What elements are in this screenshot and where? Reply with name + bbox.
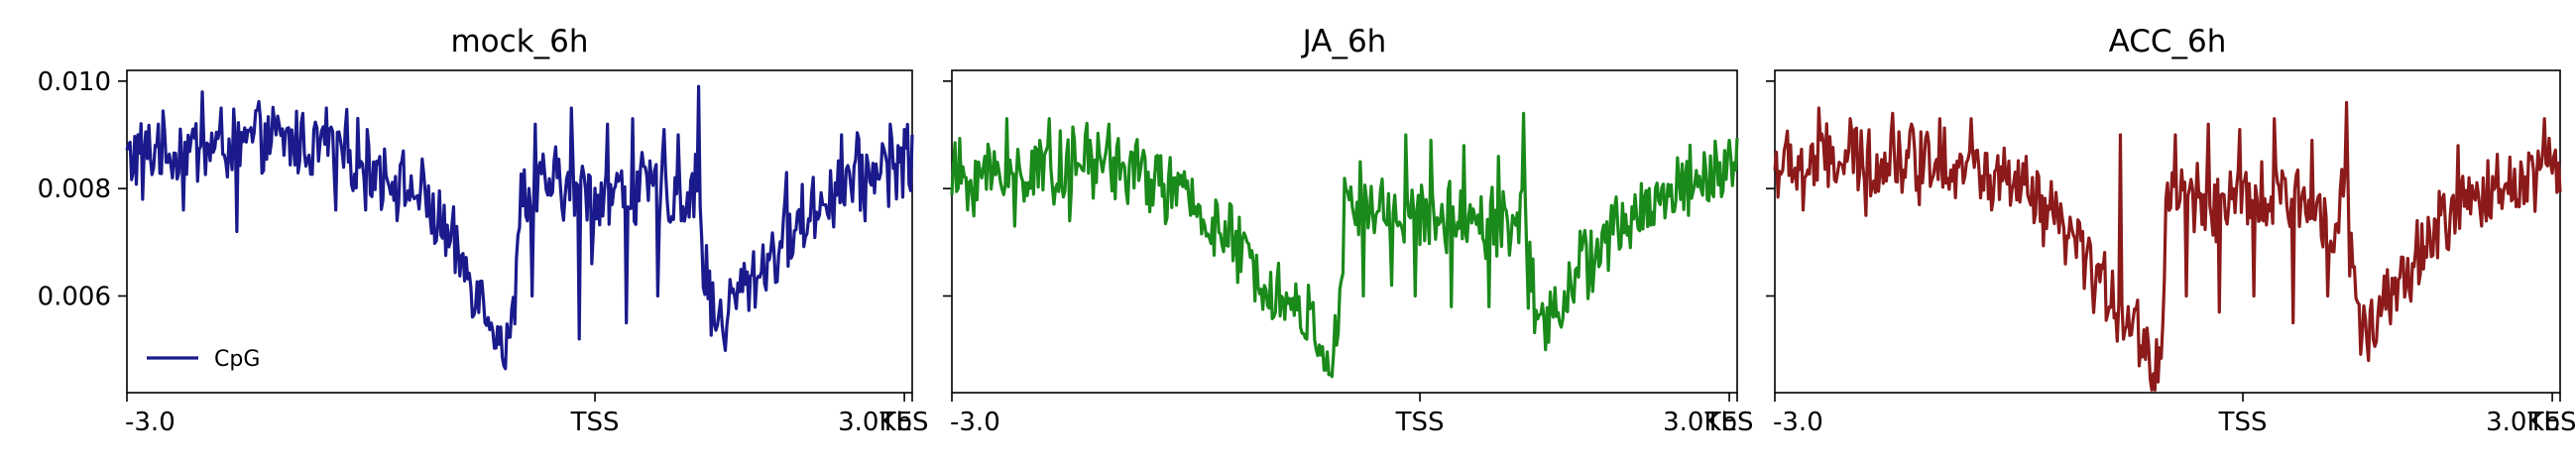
y-tick-label: 0.010 <box>38 67 111 97</box>
x-tick-label: TES <box>879 408 929 437</box>
series-line-CpG <box>125 84 914 371</box>
y-tick-label: 0.006 <box>38 283 111 312</box>
x-tick-label: TSS <box>1395 408 1445 437</box>
x-tick-label: TES <box>1704 408 1754 437</box>
x-tick-label: 3.0Kb <box>838 408 912 437</box>
series-line-signal <box>1773 100 2562 392</box>
x-tick-label: TSS <box>2218 408 2268 437</box>
panel-title: JA_6h <box>1301 24 1387 59</box>
plot-frame <box>1774 69 2561 394</box>
x-tick-label: -3.0 <box>125 408 176 437</box>
legend-label: CpG <box>214 347 260 372</box>
x-tick-label: -3.0 <box>950 408 1000 437</box>
x-tick-label: TSS <box>570 408 620 437</box>
x-tick-label: -3.0 <box>1773 408 1823 437</box>
series-line-signal <box>950 111 1739 379</box>
x-tick-label: TES <box>2527 408 2576 437</box>
panel-title: mock_6h <box>450 24 588 59</box>
panel-title: ACC_6h <box>2109 24 2227 59</box>
x-tick-label: 3.0Kb <box>2486 408 2560 437</box>
y-tick-label: 0.008 <box>38 175 111 204</box>
plot-frame <box>126 69 913 394</box>
x-tick-label: 3.0Kb <box>1663 408 1737 437</box>
plot-frame <box>951 69 1738 394</box>
